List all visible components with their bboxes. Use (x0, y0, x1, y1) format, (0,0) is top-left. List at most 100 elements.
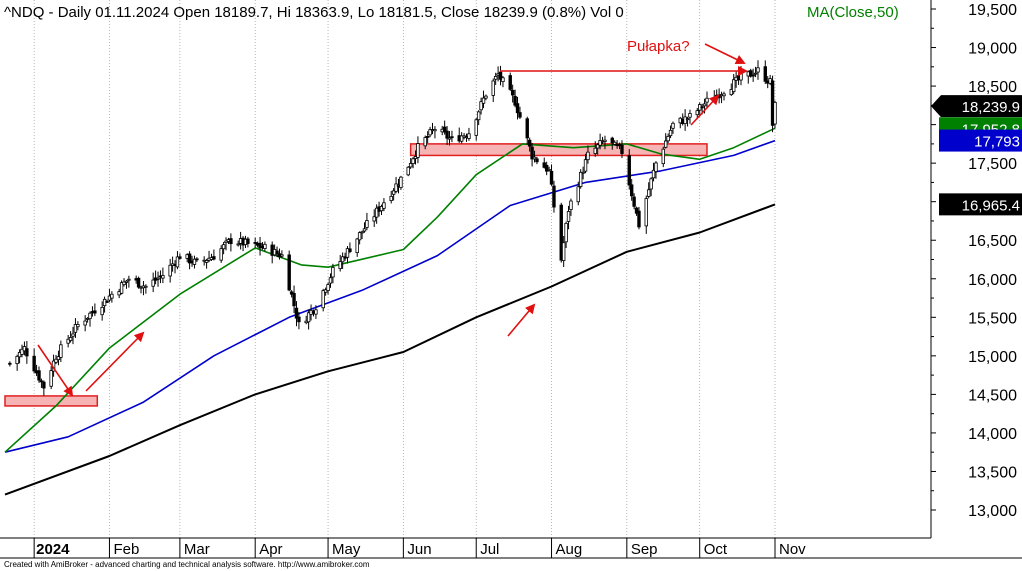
candle-up-body (71, 333, 75, 337)
candle-up-body (372, 216, 376, 222)
candle-up-body (66, 338, 70, 344)
candle-up-body (423, 137, 427, 147)
month-label: 2024 (36, 541, 70, 558)
candle-up-body (671, 122, 675, 129)
zone-rectangle (4, 395, 99, 407)
month-label: Apr (259, 541, 282, 558)
candle-up-body (219, 248, 223, 261)
candle-up-body (564, 222, 568, 243)
candle-up-body (362, 228, 367, 232)
candle-up-body (459, 135, 464, 142)
candle-down-body (518, 112, 522, 118)
annotation-arrow (37, 344, 74, 397)
ma-slow-badge: 16,965.4 (939, 193, 1022, 216)
month-label: Mar (184, 541, 210, 558)
y-tick-label: 16,000 (968, 272, 1017, 289)
candle-up-body (561, 242, 566, 261)
last-close-badge-shape (931, 95, 1022, 118)
candle-up-body (56, 356, 61, 361)
annotation-pulapka: Pułapka? (627, 38, 690, 55)
candle-up-body (345, 248, 350, 258)
candle-up-body (389, 195, 393, 201)
candle-up-body (161, 275, 165, 279)
candle-down-body (442, 126, 447, 133)
candle-up-body (654, 162, 658, 172)
candle-down-body (498, 71, 503, 80)
candle-down-body (508, 75, 512, 90)
y-tick-label: 14,500 (968, 387, 1017, 404)
candle-down-body (292, 292, 296, 307)
indicator-label: MA(Close,50) (807, 4, 899, 21)
candle-down-body (8, 362, 12, 365)
candle-up-body (705, 97, 709, 103)
candle-up-body (651, 169, 656, 179)
candle-up-body (773, 101, 777, 125)
y-tick-label: 18,500 (968, 79, 1017, 96)
y-tick-label: 17,500 (968, 156, 1017, 173)
candle-up-body (127, 278, 131, 281)
candle-down-body (552, 185, 556, 208)
candle-down-body (450, 136, 454, 139)
y-tick-label: 19,500 (968, 2, 1017, 19)
y-tick-label: 14,000 (968, 426, 1017, 443)
candle-down-body (42, 381, 46, 389)
candle-up-body (76, 324, 80, 328)
candle-down-body (629, 184, 634, 197)
candle-up-body (168, 264, 172, 277)
candle-down-body (39, 380, 44, 383)
candle-layer (8, 60, 777, 396)
annotation-arrow (507, 303, 536, 337)
candle-up-body (501, 77, 505, 83)
candle-up-body (598, 140, 602, 146)
candle-up-body (365, 220, 369, 228)
candle-up-body (331, 267, 335, 278)
chart-title: ^NDQ - Daily 01.11.2024 Open 18189.7, Hi… (4, 4, 624, 21)
candle-up-body (753, 72, 758, 75)
candle-up-body (593, 147, 597, 155)
month-label: Jul (480, 541, 499, 558)
candle-up-body (122, 281, 126, 286)
candle-up-body (729, 89, 733, 96)
zone-layer (4, 143, 708, 407)
candle-up-body (360, 231, 364, 234)
candle-up-body (408, 163, 413, 168)
candle-down-body (749, 70, 753, 77)
y-tick-label: 15,500 (968, 310, 1017, 327)
annotation-arrow (704, 43, 746, 64)
candle-up-body (668, 129, 673, 137)
candle-up-body (357, 232, 362, 241)
last-close-badge-label: 18,239.9 (962, 99, 1020, 116)
candle-up-body (433, 129, 437, 132)
candle-up-body (110, 293, 114, 299)
candle-up-body (685, 118, 690, 121)
candle-up-body (355, 238, 359, 254)
candle-down-body (294, 307, 299, 319)
candle-up-body (581, 171, 585, 174)
y-tick-label: 16,500 (968, 233, 1017, 250)
candle-up-body (340, 256, 345, 263)
candle-up-body (476, 111, 481, 121)
candle-up-body (15, 355, 19, 365)
candle-down-body (275, 250, 279, 255)
ma-mid-badge: 17,793 (939, 129, 1022, 152)
candle-down-body (527, 139, 532, 147)
candle-down-body (610, 137, 614, 144)
candle-down-body (525, 118, 529, 139)
candle-up-body (221, 244, 226, 250)
candle-down-body (627, 155, 631, 186)
candle-up-body (663, 140, 668, 148)
candle-down-body (425, 135, 430, 138)
candle-up-body (532, 156, 537, 160)
annotation-layer (37, 43, 748, 397)
candle-up-body (484, 95, 488, 99)
y-tick-label: 15,000 (968, 349, 1017, 366)
candle-up-body (481, 97, 486, 104)
candle-up-body (323, 289, 328, 293)
candle-down-body (93, 310, 97, 314)
candle-down-body (25, 348, 29, 357)
ma-slow-badge-label: 16,965.4 (962, 197, 1020, 214)
candle-up-body (338, 261, 342, 269)
candle-down-body (37, 370, 41, 381)
